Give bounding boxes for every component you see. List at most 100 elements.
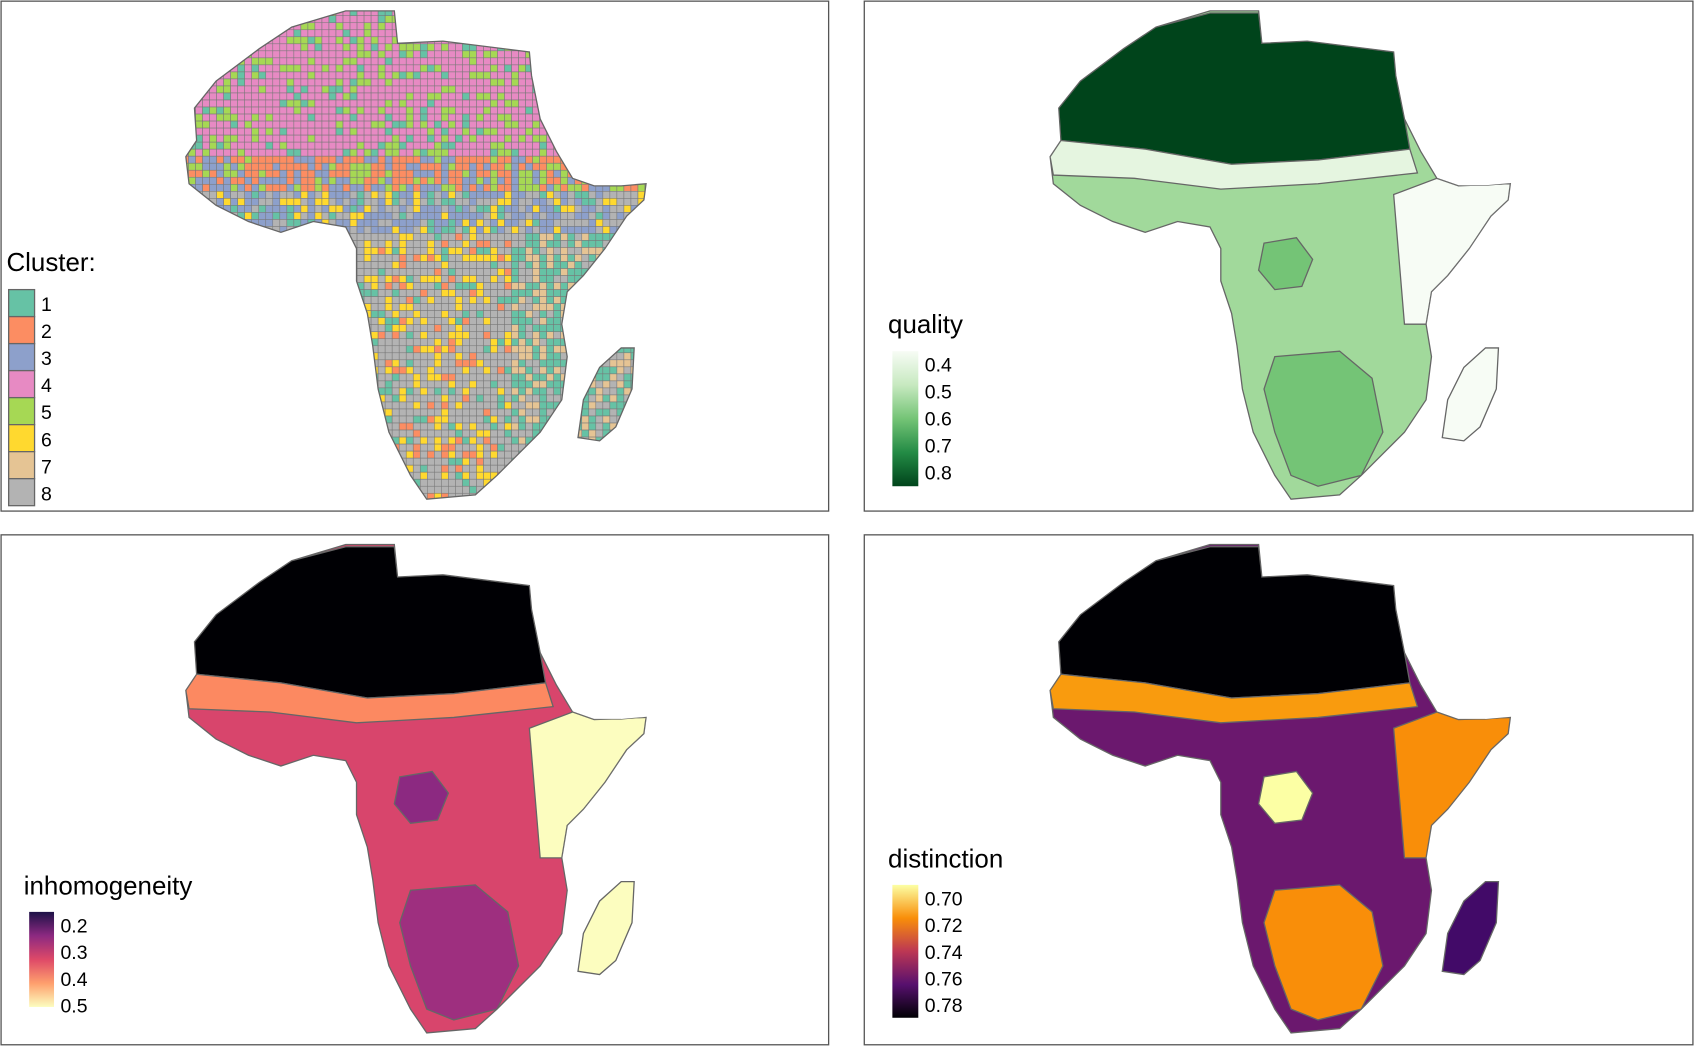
grid-cell xyxy=(553,331,561,340)
grid-cell xyxy=(455,317,463,325)
quality-colorbar xyxy=(892,351,919,487)
grid-cell xyxy=(314,183,323,192)
grid-cell xyxy=(314,99,323,108)
grid-cell xyxy=(532,394,540,403)
grid-cell xyxy=(405,303,414,311)
grid-cell xyxy=(434,106,442,115)
grid-cell xyxy=(504,141,512,150)
grid-cell xyxy=(469,387,477,396)
grid-cell xyxy=(469,359,477,368)
grid-cell xyxy=(405,85,414,94)
grid-cell xyxy=(272,127,281,136)
grid-cell xyxy=(244,176,252,185)
grid-cell xyxy=(434,247,442,255)
grid-cell xyxy=(434,99,442,108)
grid-cell xyxy=(251,134,260,143)
grid-cell xyxy=(209,162,217,171)
grid-cell xyxy=(476,198,484,206)
grid-cell xyxy=(237,141,245,150)
grid-cell xyxy=(462,317,470,325)
grid-cell xyxy=(525,310,533,318)
grid-cell xyxy=(419,282,428,290)
grid-cell xyxy=(441,191,449,199)
grid-cell xyxy=(441,198,449,206)
grid-cell xyxy=(384,169,393,178)
grid-cell xyxy=(504,155,512,164)
grid-cell xyxy=(483,310,491,318)
grid-cell xyxy=(363,15,372,24)
grid-cell xyxy=(258,141,267,150)
grid-cell xyxy=(518,422,526,431)
grid-cell xyxy=(497,345,505,354)
grid-cell xyxy=(377,317,386,325)
grid-cell xyxy=(419,226,428,234)
grid-cell xyxy=(300,134,309,143)
grid-cell xyxy=(398,338,407,347)
grid-cell xyxy=(370,240,379,248)
grid-cell xyxy=(216,169,224,178)
grid-cell xyxy=(602,212,611,220)
grid-cell xyxy=(511,205,519,213)
grid-cell xyxy=(553,169,561,178)
grid-cell xyxy=(307,50,316,59)
grid-cell xyxy=(391,50,400,59)
grid-cell xyxy=(434,176,442,185)
grid-cell xyxy=(405,324,414,333)
grid-cell xyxy=(223,191,231,199)
grid-cell xyxy=(490,226,498,234)
grid-cell xyxy=(349,57,358,66)
grid-cell xyxy=(511,176,519,185)
grid-cell xyxy=(532,331,540,340)
grid-cell xyxy=(504,331,512,340)
grid-cell xyxy=(476,183,484,192)
grid-cell xyxy=(553,282,561,290)
grid-cell xyxy=(349,78,358,87)
grid-cell xyxy=(567,247,576,255)
grid-cell xyxy=(490,191,498,199)
grid-cell xyxy=(377,148,386,157)
grid-cell xyxy=(216,176,224,185)
grid-cell xyxy=(377,29,386,38)
grid-cell xyxy=(469,212,477,220)
grid-cell xyxy=(546,331,554,340)
grid-cell xyxy=(405,345,414,354)
grid-cell xyxy=(384,359,393,368)
grid-cell xyxy=(504,120,512,129)
grid-cell xyxy=(441,205,449,213)
grid-cell xyxy=(539,240,547,248)
grid-cell xyxy=(293,120,302,129)
grid-cell xyxy=(412,57,421,66)
grid-cell xyxy=(490,113,498,122)
grid-cell xyxy=(279,85,288,94)
grid-cell xyxy=(412,64,421,73)
grid-cell xyxy=(342,113,351,122)
grid-cell xyxy=(490,394,498,403)
grid-cell xyxy=(279,113,288,122)
grid-cell xyxy=(511,254,519,262)
grid-cell xyxy=(349,205,358,213)
grid-cell xyxy=(391,212,400,220)
grid-cell xyxy=(455,113,463,122)
grid-cell xyxy=(363,141,372,150)
grid-cell xyxy=(363,148,372,157)
grid-cell xyxy=(462,345,470,354)
grid-cell xyxy=(223,99,231,108)
grid-cell xyxy=(483,240,491,248)
legend-tick-label: 0.2 xyxy=(61,915,88,937)
grid-cell xyxy=(497,443,505,452)
legend-tick-label: 0.3 xyxy=(61,942,88,964)
grid-cell xyxy=(476,331,484,340)
grid-cell xyxy=(216,183,224,192)
grid-cell xyxy=(616,373,625,382)
grid-cell xyxy=(251,99,260,108)
grid-cell xyxy=(314,169,323,178)
grid-cell xyxy=(518,134,526,143)
grid-cell xyxy=(462,268,470,276)
grid-cell xyxy=(427,457,435,466)
grid-cell xyxy=(532,401,540,410)
grid-cell xyxy=(483,408,491,417)
grid-cell xyxy=(427,43,435,52)
grid-cell xyxy=(427,134,435,143)
grid-cell xyxy=(321,198,330,206)
grid-cell xyxy=(300,191,309,199)
